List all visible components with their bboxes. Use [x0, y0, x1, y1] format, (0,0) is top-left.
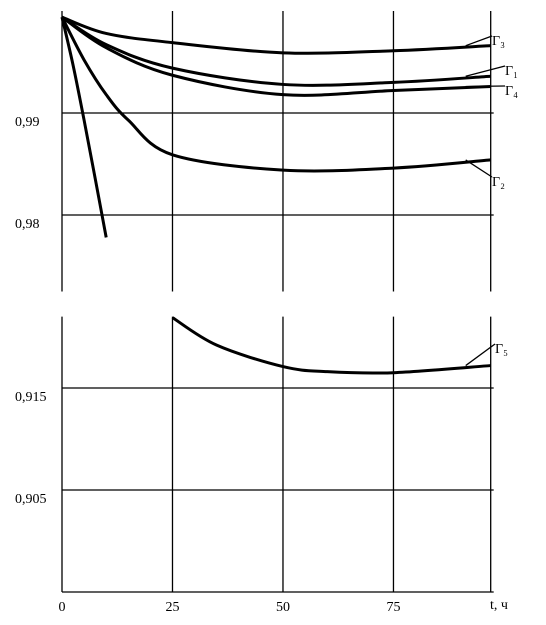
series-label: Г₅: [495, 342, 508, 357]
x-tick-label: 0: [59, 600, 66, 615]
series-line: [61, 15, 491, 87]
label-leader: [465, 159, 493, 178]
y-tick-label: 0,98: [15, 217, 40, 232]
x-axis-label: t, ч: [490, 598, 508, 613]
label-leader: [465, 65, 506, 77]
y-tick-label: 0,99: [15, 115, 40, 130]
series-line: [61, 15, 491, 97]
series-label: Г₃: [492, 34, 505, 49]
series-line: [60, 16, 491, 173]
label-leader: [465, 35, 493, 47]
series-line: [61, 15, 491, 55]
series-label: Г₂: [492, 175, 505, 190]
series-line: [171, 316, 491, 375]
y-tick-label: 0,915: [15, 390, 47, 405]
y-tick-label: 0,905: [15, 492, 47, 507]
series-label: Г₄: [505, 84, 518, 99]
label-leader: [465, 343, 496, 367]
x-tick-label: 75: [386, 600, 400, 615]
series-line: [60, 16, 108, 238]
x-tick-label: 50: [276, 600, 290, 615]
x-tick-label: 25: [165, 600, 179, 615]
series-label: Г₁: [505, 64, 518, 79]
